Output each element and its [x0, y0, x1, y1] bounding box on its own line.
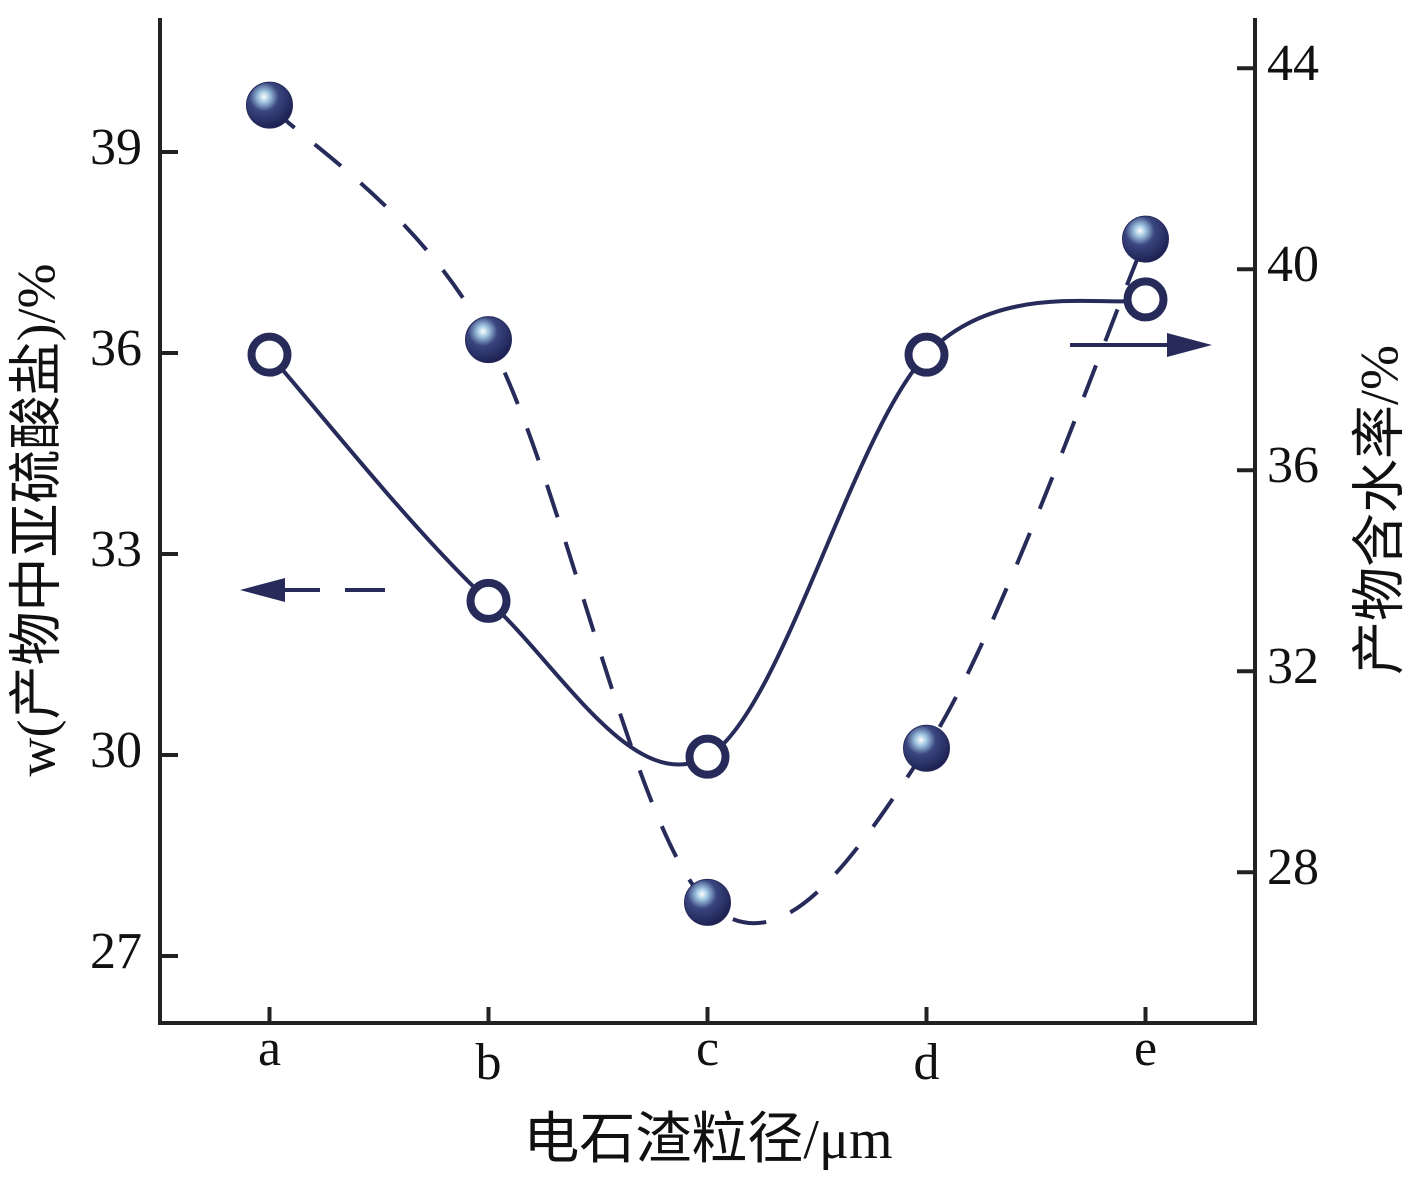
marker-filled [903, 724, 950, 772]
y-tick-label: 30 [90, 722, 142, 779]
y2-tick-label: 28 [1267, 839, 1319, 896]
y-tick-label: 33 [90, 521, 142, 578]
marker-hollow [1123, 277, 1168, 322]
y2-tick-label: 40 [1267, 236, 1319, 293]
y2-tick-label: 44 [1267, 35, 1319, 92]
marker-hollow [247, 332, 292, 377]
x-tick-label: a [258, 1020, 281, 1077]
marker-filled [246, 81, 293, 129]
x-tick-label: c [696, 1020, 719, 1077]
marker-filled [684, 878, 731, 926]
y2-tick-label: 36 [1267, 437, 1319, 494]
arrow-right [1070, 333, 1212, 357]
y-axis-title: w(产物中亚硫酸盐)/% [6, 264, 66, 777]
arrow-head [240, 578, 285, 602]
arrow-head [1167, 333, 1212, 357]
y-tick-label: 36 [90, 320, 142, 377]
marker-hollow [685, 734, 730, 779]
marker-hollow [466, 578, 511, 623]
axes [158, 18, 1257, 1025]
x-tick-label: b [476, 1034, 502, 1091]
x-tick-label: d [914, 1034, 940, 1091]
series-line [268, 103, 1148, 926]
x-tick-label: e [1134, 1020, 1157, 1077]
arrow-left [240, 578, 385, 602]
y2-tick-label: 32 [1267, 638, 1319, 695]
x-axis-title: 电石渣粒径/μm [523, 1109, 892, 1171]
marker-hollow [904, 332, 949, 377]
marker-filled [1122, 215, 1169, 263]
marker-filled [465, 316, 512, 364]
y2-axis-title: 产物含水率/% [1349, 345, 1409, 675]
series-line [268, 297, 1146, 767]
y-tick-label: 27 [90, 923, 142, 980]
y-tick-label: 39 [90, 119, 142, 176]
